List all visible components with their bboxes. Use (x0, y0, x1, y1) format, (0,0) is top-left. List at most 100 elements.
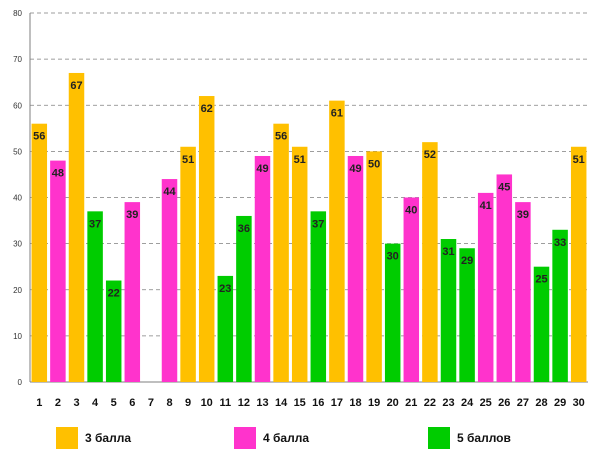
data-label: 49 (256, 163, 268, 175)
bar (422, 142, 438, 382)
x-tick-label: 26 (498, 397, 510, 409)
data-label: 51 (182, 154, 194, 166)
bar (515, 202, 531, 382)
data-label: 23 (219, 283, 231, 295)
y-tick-label: 60 (13, 101, 22, 110)
x-tick-label: 6 (129, 397, 135, 409)
x-tick-label: 15 (294, 397, 306, 409)
data-label: 44 (163, 186, 176, 198)
bar (477, 192, 494, 382)
data-labels: 56 67 51 62 56 51 61 50 52 51 48 39 44 49 49 40 41 45 39 37… (33, 80, 585, 300)
legend-swatch (428, 427, 450, 449)
bar (68, 72, 85, 383)
x-tick-label: 1 (36, 397, 42, 409)
x-tick-label: 11 (219, 397, 231, 409)
x-tick-label: 9 (185, 397, 191, 409)
y-tick-label: 20 (13, 286, 22, 295)
bar (329, 100, 345, 382)
bar (403, 197, 420, 382)
y-tick-label: 40 (13, 194, 22, 203)
x-tick-label: 12 (238, 397, 250, 409)
data-label: 25 (535, 274, 547, 286)
x-tick-label: 14 (275, 397, 288, 409)
data-label: 41 (480, 200, 492, 212)
bar (105, 280, 122, 382)
bar (310, 211, 327, 382)
x-tick-label: 17 (331, 397, 343, 409)
legend-label: 3 балла (85, 431, 131, 445)
x-tick-label: 27 (517, 397, 529, 409)
x-tick-label: 20 (387, 397, 399, 409)
data-label: 67 (70, 80, 82, 92)
x-tick-label: 22 (424, 397, 436, 409)
data-label: 31 (442, 246, 454, 258)
x-tick-label: 4 (92, 397, 99, 409)
data-label: 22 (108, 288, 120, 300)
data-label: 50 (368, 158, 380, 170)
gridlines (30, 12, 588, 337)
bar (459, 248, 475, 382)
y-tick-label: 10 (13, 332, 22, 341)
data-label: 51 (294, 154, 306, 166)
bar (384, 243, 401, 382)
legend: 3 балла 4 балла 5 баллов (56, 427, 511, 449)
bar (347, 155, 364, 382)
data-label: 56 (275, 131, 287, 143)
bar (366, 151, 382, 382)
data-label: 33 (554, 237, 566, 249)
data-label: 30 (387, 251, 399, 263)
data-label: 49 (349, 163, 361, 175)
x-tick-label: 24 (461, 397, 474, 409)
x-tick-label: 21 (405, 397, 417, 409)
bar (50, 160, 66, 382)
bar (496, 174, 513, 382)
axes (29, 13, 588, 383)
data-label: 45 (498, 181, 510, 193)
x-tick-label: 10 (201, 397, 213, 409)
y-tick-label: 30 (13, 240, 22, 249)
bar (124, 202, 141, 382)
data-label: 39 (126, 209, 138, 221)
x-tick-label: 16 (312, 397, 324, 409)
bar (180, 146, 196, 382)
data-label: 56 (33, 131, 45, 143)
legend-swatch (234, 427, 256, 449)
bar (87, 211, 103, 382)
data-label: 37 (312, 218, 324, 230)
bar (217, 275, 234, 382)
bar (440, 239, 457, 382)
bars (31, 72, 587, 383)
bar (533, 266, 550, 382)
data-label: 62 (201, 103, 213, 115)
x-tick-label: 29 (554, 397, 566, 409)
bar (273, 123, 289, 382)
data-label: 37 (89, 218, 101, 230)
x-tick-label: 2 (55, 397, 61, 409)
bar (552, 229, 568, 382)
bar (31, 123, 48, 382)
data-label: 61 (331, 108, 343, 120)
x-tick-label: 23 (442, 397, 454, 409)
x-tick-label: 25 (480, 397, 492, 409)
data-label: 36 (238, 223, 250, 235)
bar (291, 146, 308, 382)
x-tick-label: 28 (535, 397, 547, 409)
data-label: 51 (573, 154, 585, 166)
y-tick-label: 70 (13, 55, 22, 64)
data-label: 39 (517, 209, 529, 221)
x-tick-label: 19 (368, 397, 380, 409)
y-tick-label: 0 (18, 378, 23, 387)
data-label: 48 (52, 168, 64, 180)
legend-label: 5 баллов (457, 431, 511, 445)
bar (161, 179, 178, 382)
data-label: 40 (405, 205, 417, 217)
data-label: 52 (424, 149, 436, 161)
x-tick-label: 13 (256, 397, 268, 409)
legend-label: 4 балла (263, 431, 309, 445)
legend-swatch (56, 427, 78, 449)
data-label: 29 (461, 255, 473, 267)
bar (254, 155, 271, 382)
x-tick-label: 3 (73, 397, 79, 409)
